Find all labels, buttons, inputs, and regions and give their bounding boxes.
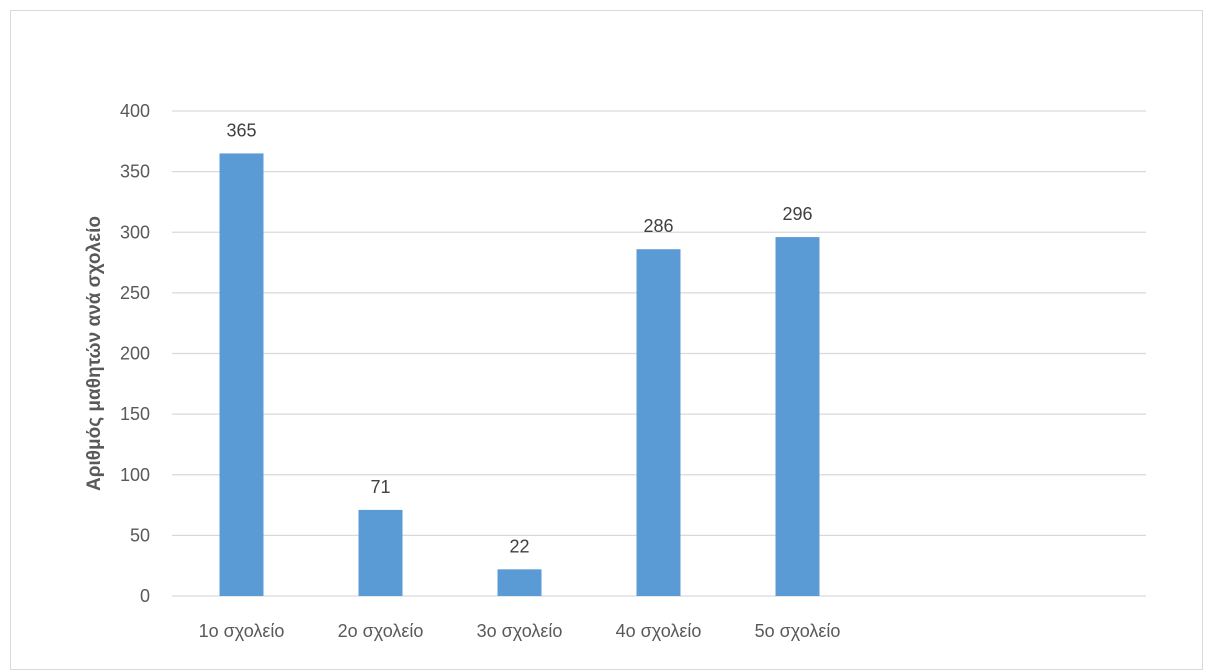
data-label: 22 <box>509 536 529 556</box>
y-tick-label: 350 <box>120 162 150 182</box>
y-tick-label: 200 <box>120 344 150 364</box>
y-tick-label: 250 <box>120 283 150 303</box>
y-axis-title: Αριθμός μαθητών ανά σχολείο <box>84 216 105 491</box>
y-tick-label: 150 <box>120 404 150 424</box>
data-label: 296 <box>782 204 812 224</box>
y-tick-label: 50 <box>130 525 150 545</box>
y-axis-ticks: 0 50 100 150 200 250 300 350 400 <box>120 101 150 606</box>
bar <box>358 509 403 596</box>
bar <box>497 569 542 596</box>
x-tick-label: 1ο σχολείο <box>199 621 285 641</box>
y-tick-label: 0 <box>140 586 150 606</box>
x-tick-label: 4ο σχολείο <box>616 621 702 641</box>
data-label: 286 <box>643 216 673 236</box>
x-tick-label: 3ο σχολείο <box>477 621 563 641</box>
y-tick-label: 300 <box>120 222 150 242</box>
x-axis-ticks: 1ο σχολείο 2ο σχολείο 3ο σχολείο 4ο σχολείο… <box>199 621 841 641</box>
data-label: 365 <box>226 120 256 140</box>
bar <box>636 249 681 596</box>
y-tick-label: 400 <box>120 101 150 121</box>
bar <box>219 153 264 596</box>
data-label: 71 <box>370 477 390 497</box>
chart-frame <box>10 10 1203 670</box>
y-tick-label: 100 <box>120 465 150 485</box>
bar <box>775 237 820 596</box>
bar-chart: 0 50 100 150 200 250 300 350 400 365 71 22 286 296 1… <box>84 101 1146 641</box>
x-tick-label: 2ο σχολείο <box>338 621 424 641</box>
x-tick-label: 5ο σχολείο <box>755 621 841 641</box>
bars <box>219 153 820 596</box>
data-labels: 365 71 22 286 296 <box>226 120 812 556</box>
